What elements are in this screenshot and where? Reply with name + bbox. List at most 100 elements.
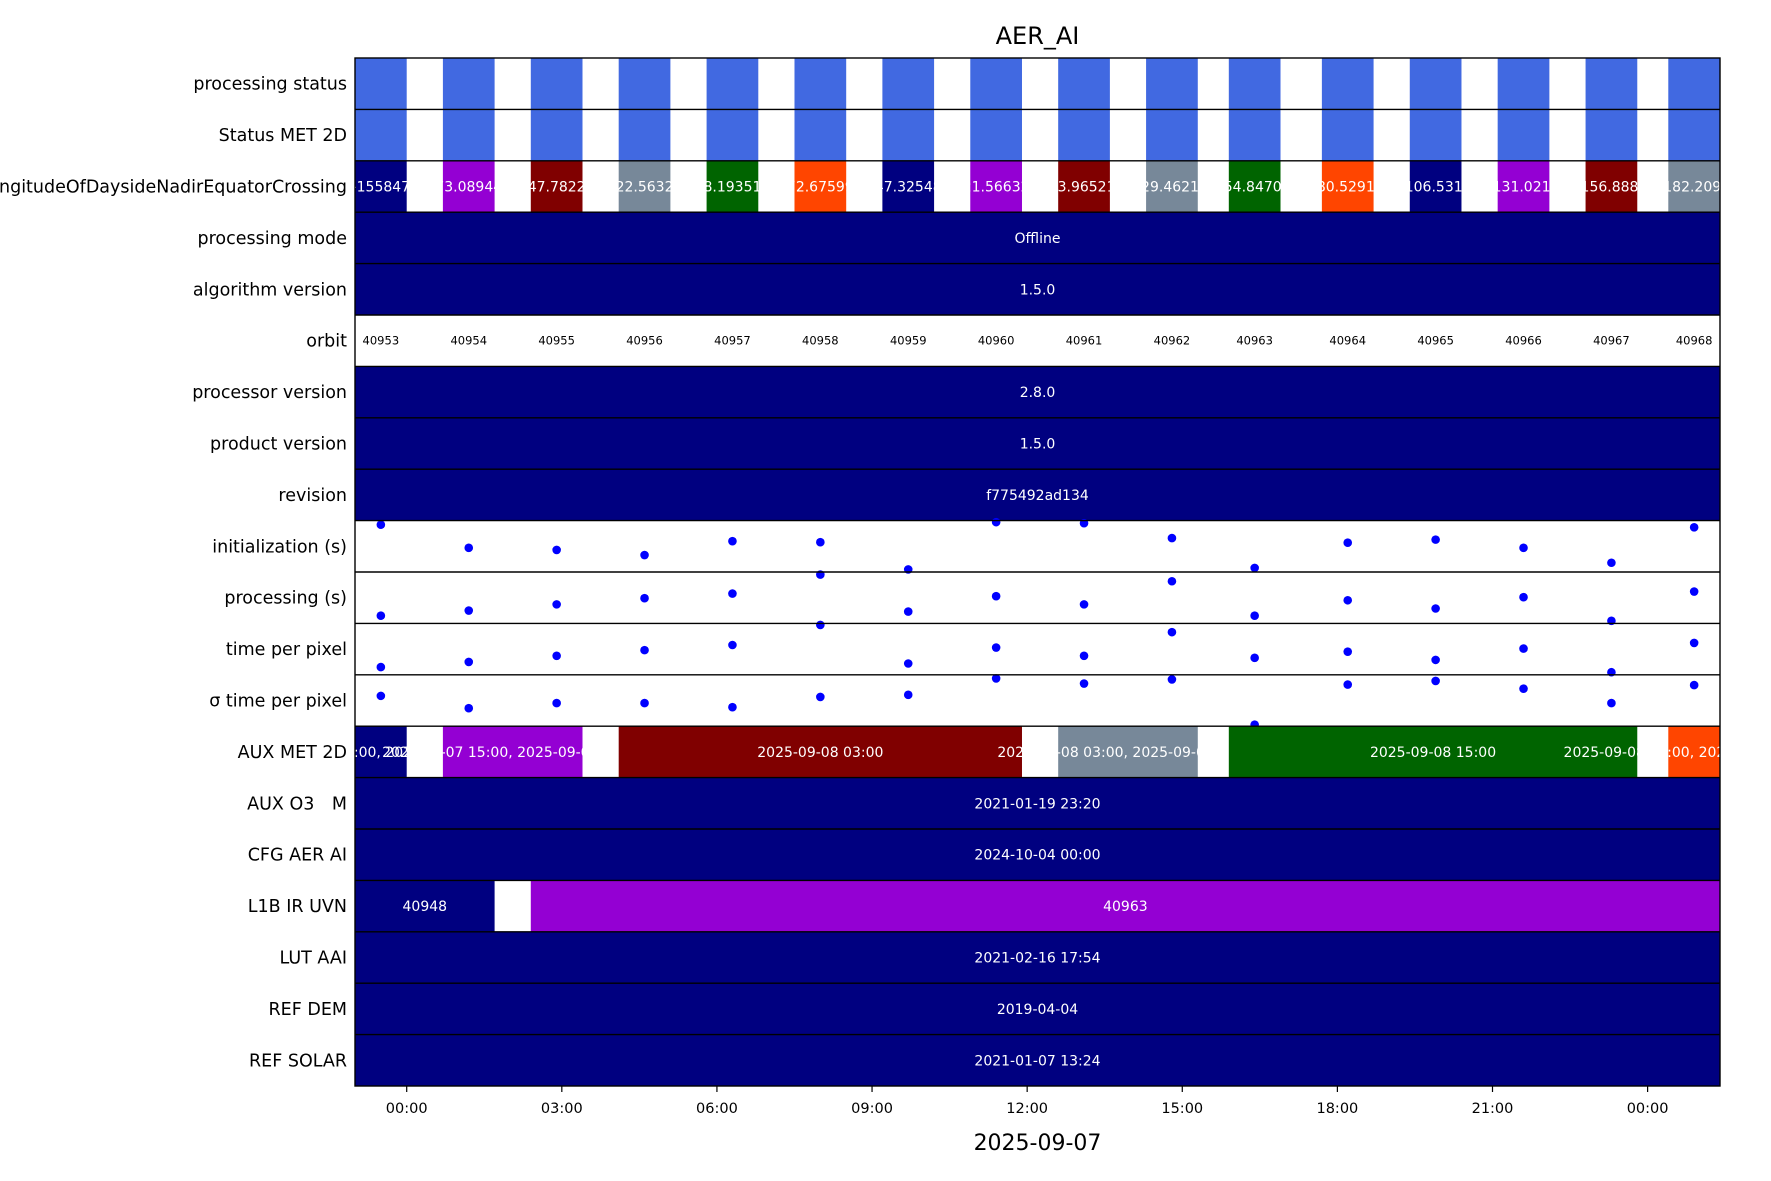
chart-title: AER_AI (995, 22, 1080, 50)
row-label: REF SOLAR (249, 1051, 347, 1071)
orbit-number: 40953 (363, 334, 400, 348)
data-point (464, 606, 474, 615)
data-point (1519, 644, 1528, 653)
row-9 (376, 517, 1699, 574)
x-tick-label: 06:00 (696, 1101, 738, 1117)
span-label: 2019-04-04 (997, 1002, 1078, 1018)
granule-bar (355, 58, 407, 110)
granule-label: 47.32548 (875, 180, 942, 196)
data-point (1250, 653, 1259, 663)
granule-bar (1668, 58, 1720, 110)
row-12 (376, 674, 1699, 729)
orbit-number: 40958 (802, 334, 839, 348)
row-label: orbit (306, 332, 347, 352)
granule-bar (970, 160, 1022, 213)
data-point (1519, 543, 1528, 553)
data-point (1431, 676, 1440, 686)
granule-bar (618, 58, 671, 110)
data-point (376, 520, 386, 530)
data-point (1079, 600, 1089, 609)
x-tick-label: 12:00 (1006, 1101, 1048, 1117)
span-bar (1228, 726, 1638, 778)
row-label: AUX O3 M (247, 794, 347, 814)
granule-bar (1409, 109, 1462, 161)
span-bar (355, 983, 1720, 1035)
granule-bar (706, 58, 759, 110)
span-label: 2021-01-07 13:24 (974, 1053, 1100, 1069)
span-label: 2025-09-08 15:00, 2025-09-09 03:00 (1564, 745, 1771, 761)
data-point (903, 607, 913, 616)
span-label: 2025-09-08 15:00 (1370, 745, 1496, 761)
granule-label: -3.96521 (1053, 180, 1116, 196)
granule-label: -156.8883 (1575, 180, 1647, 196)
granule-label: 21.56632 (963, 180, 1030, 196)
granule-bar (1668, 109, 1720, 161)
data-point (1689, 522, 1699, 532)
row-label: processing (s) (224, 589, 347, 609)
data-point (728, 589, 737, 598)
data-point (1431, 655, 1440, 665)
data-point (1519, 684, 1528, 693)
row-label: LongitudeOfDaysideNadirEquatorCrossing (0, 178, 347, 198)
span-bar (355, 1034, 1720, 1086)
data-point (640, 593, 649, 603)
row-label: σ time per pixel (209, 692, 347, 712)
granule-bar (794, 58, 847, 110)
span-bar (355, 417, 1720, 470)
granule-label: 98.193516 (695, 180, 771, 196)
granule-bar (618, 160, 671, 213)
data-point (1689, 680, 1699, 690)
x-tick-label: 03:00 (541, 1101, 583, 1117)
data-point (1167, 576, 1177, 586)
granule-label: -131.0216 (1488, 180, 1560, 196)
granule-bar (530, 160, 583, 213)
data-point (464, 703, 474, 713)
granule-bar (1321, 58, 1374, 110)
span-label: 40948 (403, 899, 448, 915)
span-bar (355, 726, 407, 778)
granule-bar (882, 160, 935, 213)
granule-bar (1058, 160, 1110, 213)
span-label: f775492ad134 (986, 488, 1089, 504)
data-point (1250, 611, 1259, 620)
data-point (552, 698, 561, 708)
row-17: 2021-02-16 17:54 (355, 931, 1720, 984)
span-label: 2025-09-07 15:00, 2025-09-08 03:00 (382, 745, 643, 761)
data-point (1343, 647, 1353, 656)
granule-label: -106.5314 (1400, 180, 1472, 196)
row-13: 2025-09-07 03:00, 2025-09-07 15:002025-0… (355, 726, 1771, 778)
row-16: 40948 40963 (355, 880, 1720, 932)
granule-bar (1497, 109, 1550, 161)
span-bar (355, 829, 1720, 881)
row-label: processing mode (197, 229, 347, 249)
data-point (1343, 595, 1353, 605)
row-15: 2024-10-04 00:00 (355, 829, 1720, 881)
data-point (1607, 558, 1616, 568)
granule-bar (442, 160, 495, 213)
span-bar (618, 726, 1022, 778)
span-label: 2024-10-04 00:00 (974, 848, 1100, 864)
data-point (816, 692, 825, 702)
span-bar (355, 777, 1720, 829)
granule-label: 122.56321 (607, 180, 683, 196)
data-point (1431, 535, 1440, 544)
data-point (1079, 679, 1089, 688)
granule-bar (1146, 109, 1198, 161)
data-point (376, 691, 386, 701)
row-8: f775492ad134 (355, 469, 1720, 521)
data-point (728, 536, 737, 546)
data-point (1689, 638, 1699, 648)
granule-bar (1585, 109, 1638, 161)
data-point (1167, 675, 1177, 684)
data-point (1167, 533, 1177, 543)
x-axis-label: 2025-09-07 (974, 1131, 1102, 1156)
row-label: Status MET 2D (219, 126, 347, 146)
row-3: Offline (355, 212, 1720, 264)
span-label: 2025-09-08 03:00 (757, 745, 883, 761)
orbit-number: 40964 (1329, 334, 1366, 348)
data-point (1167, 627, 1177, 637)
granule-bar (618, 109, 671, 161)
data-point (552, 651, 561, 661)
span-bar (355, 469, 1720, 521)
span-label: 2.8.0 (1020, 385, 1056, 401)
